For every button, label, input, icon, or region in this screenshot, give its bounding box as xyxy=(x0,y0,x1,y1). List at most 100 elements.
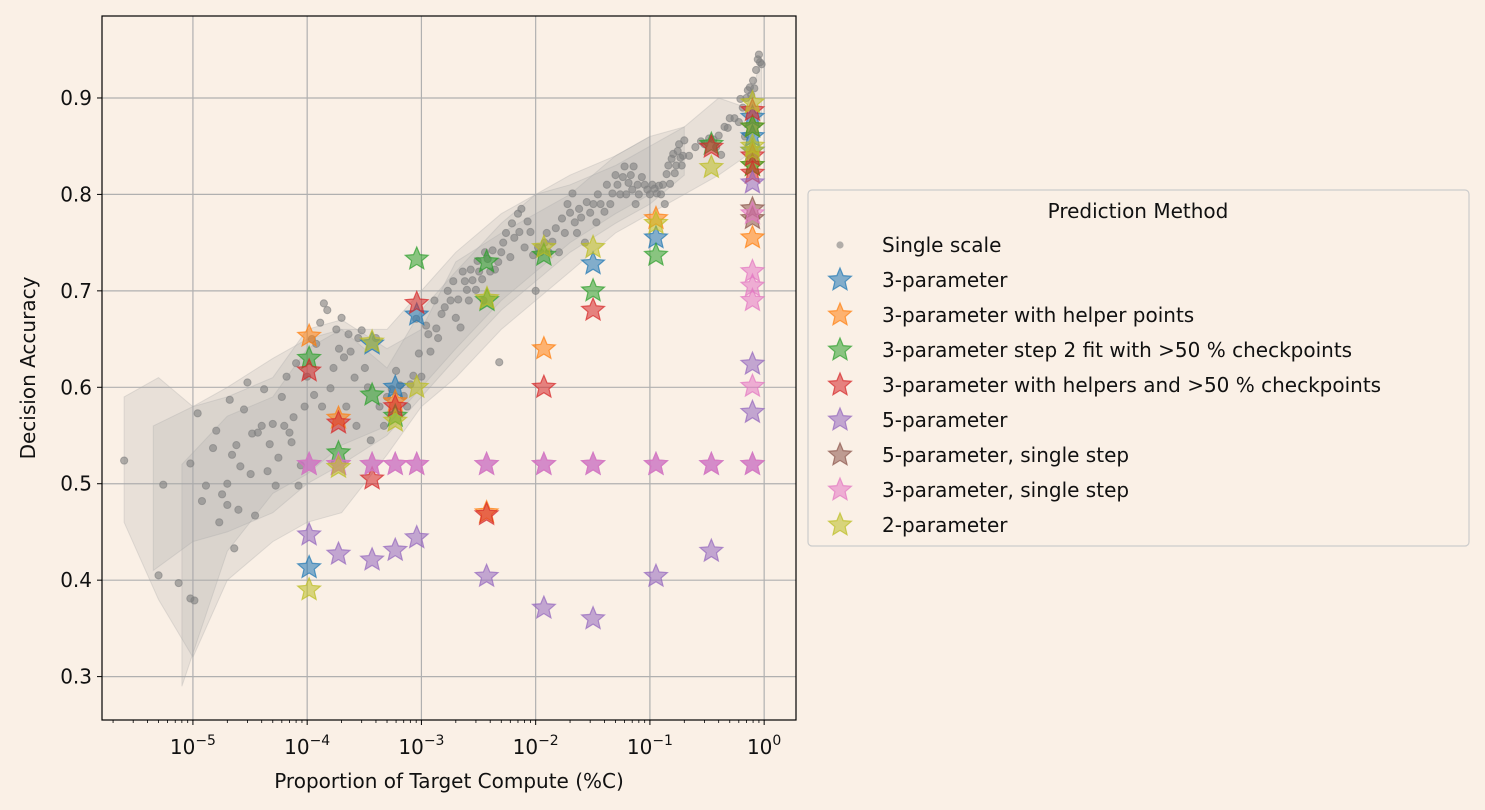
data-star xyxy=(739,224,766,249)
data-star xyxy=(739,398,766,424)
series-3-parameter-with-helpers-and-50-checkpoints xyxy=(296,96,766,526)
data-point xyxy=(414,349,423,358)
data-point xyxy=(499,238,508,247)
data-star xyxy=(474,284,500,310)
data-star xyxy=(296,357,323,382)
y-tick-label: 0.7 xyxy=(60,279,92,303)
data-point xyxy=(466,265,475,274)
data-star xyxy=(530,233,557,259)
data-point xyxy=(628,185,637,194)
data-point xyxy=(250,511,260,520)
data-point xyxy=(434,334,443,343)
data-point xyxy=(430,296,439,305)
legend-marker xyxy=(827,441,853,466)
data-point xyxy=(223,500,232,510)
y-axis: 0.3 0.4 0.5 0.6 0.7 0.8 0.9 xyxy=(60,86,102,689)
data-star xyxy=(296,521,323,546)
data-point xyxy=(280,421,289,430)
data-point xyxy=(600,207,609,216)
data-point xyxy=(464,296,473,305)
data-star xyxy=(403,524,430,549)
data-point xyxy=(592,218,601,227)
legend-item: Single scale xyxy=(836,233,1001,257)
data-star xyxy=(382,407,409,433)
data-point xyxy=(265,440,274,449)
data-point xyxy=(670,169,679,178)
data-point xyxy=(260,385,269,394)
data-point xyxy=(751,65,761,75)
data-star xyxy=(698,133,725,159)
data-point xyxy=(506,252,515,262)
data-point xyxy=(316,318,325,327)
data-point xyxy=(462,285,471,294)
x-tick-label: 10−2 xyxy=(513,733,559,759)
data-point xyxy=(622,190,631,199)
data-star xyxy=(382,536,409,562)
data-star xyxy=(473,450,500,476)
data-point xyxy=(257,421,266,430)
legend-item: 3-parameter with helpers and >50 % check… xyxy=(827,371,1381,397)
data-point xyxy=(287,438,296,447)
data-point xyxy=(620,162,629,171)
x-tick-label: 10−3 xyxy=(398,733,444,759)
legend-item: 5-parameter, single step xyxy=(827,441,1129,467)
data-star xyxy=(325,540,352,566)
data-point xyxy=(468,276,477,285)
data-point xyxy=(757,60,766,69)
data-star xyxy=(580,450,606,476)
data-star xyxy=(739,350,766,376)
data-star xyxy=(359,328,385,353)
data-star xyxy=(580,250,606,275)
data-star xyxy=(739,137,766,162)
data-point xyxy=(560,228,569,238)
data-point xyxy=(633,180,642,189)
data-point xyxy=(339,353,349,362)
data-star xyxy=(739,257,766,283)
data-point xyxy=(375,402,384,411)
data-point xyxy=(596,199,605,209)
data-point xyxy=(602,180,611,189)
data-point xyxy=(611,171,620,180)
data-point xyxy=(253,428,262,437)
y-tick-label: 0.4 xyxy=(60,568,92,592)
data-point xyxy=(437,309,446,319)
data-point xyxy=(277,392,286,402)
data-point xyxy=(589,199,598,209)
legend-item: 3-parameter xyxy=(827,266,1008,292)
data-point xyxy=(501,228,511,238)
data-point xyxy=(542,228,551,238)
data-point xyxy=(517,204,526,213)
data-star xyxy=(739,200,766,225)
data-point xyxy=(329,363,338,373)
data-point xyxy=(294,481,303,490)
data-point xyxy=(243,378,252,387)
data-point xyxy=(488,246,497,255)
data-star xyxy=(530,241,557,267)
data-point xyxy=(350,373,359,382)
data-point xyxy=(227,450,237,459)
data-point xyxy=(526,227,535,237)
data-point xyxy=(208,443,218,453)
data-point xyxy=(664,161,673,170)
data-point xyxy=(658,180,668,189)
data-point xyxy=(225,395,234,404)
data-point xyxy=(748,76,758,85)
data-point xyxy=(201,481,211,490)
data-point xyxy=(432,324,441,333)
data-point xyxy=(230,544,239,553)
data-point xyxy=(624,178,633,187)
data-point xyxy=(271,481,280,490)
data-point xyxy=(691,143,700,152)
data-star xyxy=(580,277,606,302)
data-star xyxy=(739,372,766,398)
legend-marker xyxy=(827,371,853,396)
data-point xyxy=(586,208,595,217)
data-point xyxy=(631,199,640,209)
data-star xyxy=(739,286,766,312)
data-point xyxy=(454,295,463,304)
data-point xyxy=(478,275,487,284)
data-star xyxy=(403,245,430,270)
data-point xyxy=(360,363,369,373)
legend-marker xyxy=(827,511,853,536)
data-point xyxy=(665,179,675,188)
